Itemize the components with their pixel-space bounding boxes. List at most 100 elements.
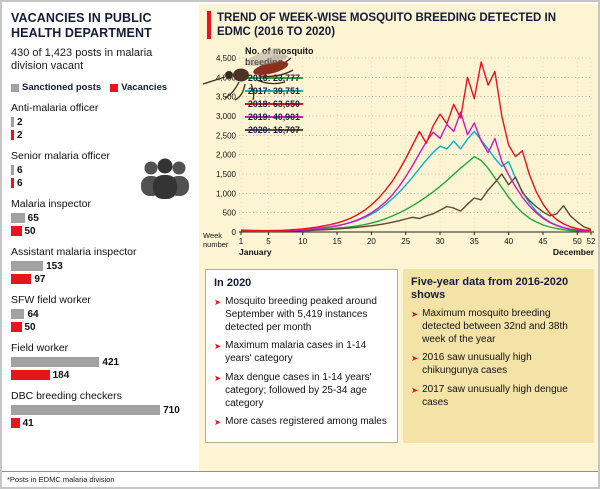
in-2020-header: In 2020 xyxy=(214,277,252,290)
trend-legend-row: 2019: 40,901 xyxy=(245,110,333,123)
bar-row: 421 xyxy=(11,356,191,368)
bullet-item: ➤ 2016 saw unusually high chikungunya cas… xyxy=(411,352,586,378)
bullet-item: ➤ Max dengue cases in 1-14 years' categor… xyxy=(214,372,389,410)
svg-text:number: number xyxy=(203,240,229,249)
vacancies-title: VACANCIES IN PUBLIC HEALTH DEPARTMENT xyxy=(11,11,152,40)
bar-value: 710 xyxy=(163,404,180,416)
bar xyxy=(11,309,25,319)
svg-text:January: January xyxy=(239,247,272,257)
bar-chart: Anti-malaria officer 2 2 Senior malaria off… xyxy=(11,102,191,429)
bar xyxy=(11,117,14,127)
bullet-arrow-icon: ➤ xyxy=(411,308,419,319)
trend-line-2018 xyxy=(240,61,592,232)
trend-header: TREND OF WEEK-WISE MOSQUITO BREEDING DET… xyxy=(199,4,598,42)
bullet-item: ➤ More cases registered among males xyxy=(214,416,389,429)
bar-category-label: SFW field worker xyxy=(11,294,91,306)
svg-text:2,000: 2,000 xyxy=(216,151,237,160)
bullet-text: 2016 saw unusually high chikungunya case… xyxy=(422,352,532,377)
svg-text:0: 0 xyxy=(232,228,237,237)
svg-text:15: 15 xyxy=(333,237,342,246)
bar xyxy=(11,322,22,332)
staff-icon xyxy=(141,158,189,199)
legend-label: Vacancies xyxy=(121,82,168,93)
svg-text:20: 20 xyxy=(367,237,376,246)
bullet-item: ➤ 2017 saw unusually high dengue cases xyxy=(411,384,586,410)
bar-category-label: Assistant malaria inspector xyxy=(11,246,137,258)
bar xyxy=(11,370,50,380)
bar-value: 64 xyxy=(27,308,39,320)
svg-text:30: 30 xyxy=(436,237,445,246)
svg-text:5: 5 xyxy=(266,237,271,246)
trend-legend-item: 2020: 16,707 xyxy=(245,123,303,136)
bar-category-label: Malaria inspector xyxy=(11,198,91,210)
bar xyxy=(11,418,20,428)
bar-row: 2 xyxy=(11,129,191,141)
bar xyxy=(11,357,100,367)
bullet-arrow-icon: ➤ xyxy=(214,417,222,428)
svg-text:40: 40 xyxy=(504,237,513,246)
bullet-text: Maximum mosquito breeding detected betwe… xyxy=(422,307,568,345)
bar-value: 97 xyxy=(34,273,46,285)
bullet-text: More cases registered among males xyxy=(225,416,387,428)
bar-row: 97 xyxy=(11,273,191,285)
bar-value: 6 xyxy=(17,164,23,176)
svg-text:10: 10 xyxy=(298,237,307,246)
trend-legend-row: 2020: 16,707 xyxy=(245,123,333,136)
bar-category-label: Anti-malaria officer xyxy=(11,102,99,114)
svg-text:1: 1 xyxy=(239,237,244,246)
bar xyxy=(11,178,14,188)
bar xyxy=(11,261,44,271)
bullet-text: Mosquito breeding peaked around Septembe… xyxy=(225,296,377,333)
bar-value: 50 xyxy=(24,321,36,333)
bullet-arrow-icon: ➤ xyxy=(214,372,222,383)
trend-line-2017 xyxy=(240,130,592,232)
bar xyxy=(11,165,14,175)
trend-legend-row: 2017: 39,751 xyxy=(245,84,333,97)
bar xyxy=(11,226,22,236)
bar-category-label: DBC breeding checkers xyxy=(11,390,122,402)
vacancies-subtitle: 430 of 1,423 posts in malaria division v… xyxy=(11,46,153,73)
bar-category-label: Field worker xyxy=(11,342,69,354)
svg-text:52: 52 xyxy=(587,237,596,246)
bullet-arrow-icon: ➤ xyxy=(411,384,419,395)
bar-row: 50 xyxy=(11,321,191,333)
bar-row: 65 xyxy=(11,212,191,224)
bar xyxy=(11,130,14,140)
bar xyxy=(11,274,32,284)
svg-text:1,000: 1,000 xyxy=(216,189,237,198)
title-accent-bar xyxy=(207,11,211,40)
svg-text:Week: Week xyxy=(203,231,222,240)
bullet-arrow-icon: ➤ xyxy=(411,353,419,364)
bar-row: 2 xyxy=(11,116,191,128)
vacancies-panel: VACANCIES IN PUBLIC HEALTH DEPARTMENT 43… xyxy=(4,4,197,472)
trend-line-2016 xyxy=(240,155,592,233)
trend-panel: TREND OF WEEK-WISE MOSQUITO BREEDING DET… xyxy=(199,4,598,472)
bar-value: 50 xyxy=(24,225,36,237)
bullet-text: Max dengue cases in 1-14 years' category… xyxy=(225,371,372,409)
in-2020-box: In 2020 ➤ Mosquito breeding peaked around… xyxy=(205,269,398,444)
bar-group: Anti-malaria officer 2 2 xyxy=(11,102,191,141)
bar-row: 6 xyxy=(11,177,191,189)
five-year-header: Five-year data from 2016-2020 shows xyxy=(411,276,569,301)
bar-value: 421 xyxy=(102,356,120,368)
bar-legend-item: Sanctioned posts xyxy=(11,82,101,93)
trend-legend-item: 2018: 63,650 xyxy=(245,97,303,110)
svg-text:25: 25 xyxy=(401,237,410,246)
svg-text:45: 45 xyxy=(539,237,548,246)
svg-text:3,000: 3,000 xyxy=(216,112,237,121)
bar-row: 184 xyxy=(11,369,191,381)
bullet-item: ➤ Maximum malaria cases in 1-14 years' ca… xyxy=(214,340,389,366)
bar xyxy=(11,405,161,415)
svg-text:500: 500 xyxy=(223,209,237,218)
bar-row: 6 xyxy=(11,164,191,176)
bar-category-label: Senior malaria officer xyxy=(11,150,111,162)
trend-legend-item: 2019: 40,901 xyxy=(245,110,303,123)
trend-legend-row: 2018: 63,650 xyxy=(245,97,333,110)
bar-legend: Sanctioned posts Vacancies xyxy=(11,82,191,93)
bar-value: 2 xyxy=(17,129,23,141)
bar-value: 184 xyxy=(52,369,70,381)
bar-value: 2 xyxy=(17,116,23,128)
trend-legend-item: 2017: 39,751 xyxy=(245,84,303,97)
legend-label: Sanctioned posts xyxy=(22,82,102,93)
trend-title: TREND OF WEEK-WISE MOSQUITO BREEDING DET… xyxy=(217,12,557,39)
